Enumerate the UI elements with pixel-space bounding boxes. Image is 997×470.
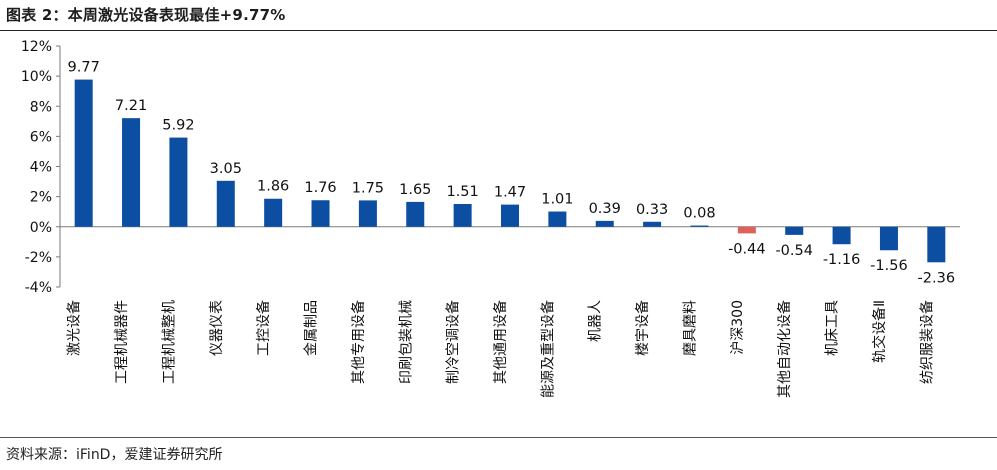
source-note: 资料来源：iFinD，爱建证券研究所 [6,447,223,463]
category-label: 其他通用设备 [492,300,509,384]
bar [879,226,898,251]
footer-rule [0,437,997,438]
data-label: 1.47 [494,185,526,201]
data-label: 1.86 [257,179,289,195]
category-label: 磨具磨料 [682,300,698,356]
category-label: 工程机械整机 [161,300,177,384]
data-label: -0.54 [775,243,813,259]
category-label: 激光设备 [66,300,83,356]
data-label: 5.92 [162,118,194,134]
category-label: 制冷空调设备 [445,300,462,384]
chart-title: 图表 2：本周激光设备表现最佳+9.77% [6,6,286,24]
y-tick-label: 12% [21,39,52,55]
bar [785,226,804,235]
category-label: 其他自动化设备 [776,300,793,398]
data-label: -1.56 [870,258,908,274]
category-label: 工程机械器件 [114,300,130,384]
data-label: -1.16 [823,252,861,268]
y-tick-label: 10% [21,69,52,85]
category-label: 纺织服装设备 [918,300,935,384]
bar [216,180,235,227]
y-tick-label: -4% [25,280,52,296]
data-label: 1.76 [304,180,336,196]
category-label: 其他专用设备 [350,300,367,384]
bar [122,118,141,227]
y-tick-label: 2% [30,190,52,206]
bar [311,200,330,227]
category-label: 印刷包装机械 [398,300,414,384]
category-label: 工控设备 [255,300,272,356]
y-tick-label: 8% [30,99,52,115]
data-label: -2.36 [918,270,956,286]
title-rule [0,30,997,31]
y-tick-label: 0% [30,220,52,236]
data-label: 9.77 [68,60,100,76]
bar [169,137,188,227]
data-label: 1.75 [352,180,384,196]
bar [358,200,377,227]
bar [737,226,756,234]
bar [643,221,662,227]
bar [690,225,709,227]
bar [406,201,425,227]
category-label: 金属制品 [304,300,320,356]
category-label: 机床工具 [825,300,841,356]
bar [548,211,567,227]
bar [501,204,519,227]
category-label: 仪器仪表 [209,300,225,356]
bar [595,220,614,227]
bar [453,204,472,227]
data-label: 1.65 [399,182,431,198]
data-label: 3.05 [210,161,242,177]
y-tick-label: 6% [30,129,52,145]
bar [832,226,851,245]
y-tick-label: 4% [30,160,52,176]
bar [74,79,93,227]
data-label: 0.33 [636,202,668,218]
y-tick-label: -2% [25,250,52,266]
bar-chart: -4% -2% 0% 2% 4% 6% 8% 10% 12% 9.77 激光设备 7.21 工程机械器件… [21,39,960,398]
category-label: 机器人 [588,300,604,342]
data-label: 7.21 [115,98,147,114]
bar [264,198,283,227]
category-label: 能源及重型设备 [539,300,556,398]
data-label: 1.01 [541,192,573,208]
category-label: 楼宇设备 [634,300,651,356]
data-label: 0.08 [683,206,715,222]
data-label: 1.51 [446,184,478,200]
category-label: 轨交设备Ⅱ [871,300,888,363]
data-label: -0.44 [728,241,766,257]
bar [927,226,946,263]
category-label: 沪深300 [730,300,746,355]
data-label: 0.39 [589,201,621,217]
